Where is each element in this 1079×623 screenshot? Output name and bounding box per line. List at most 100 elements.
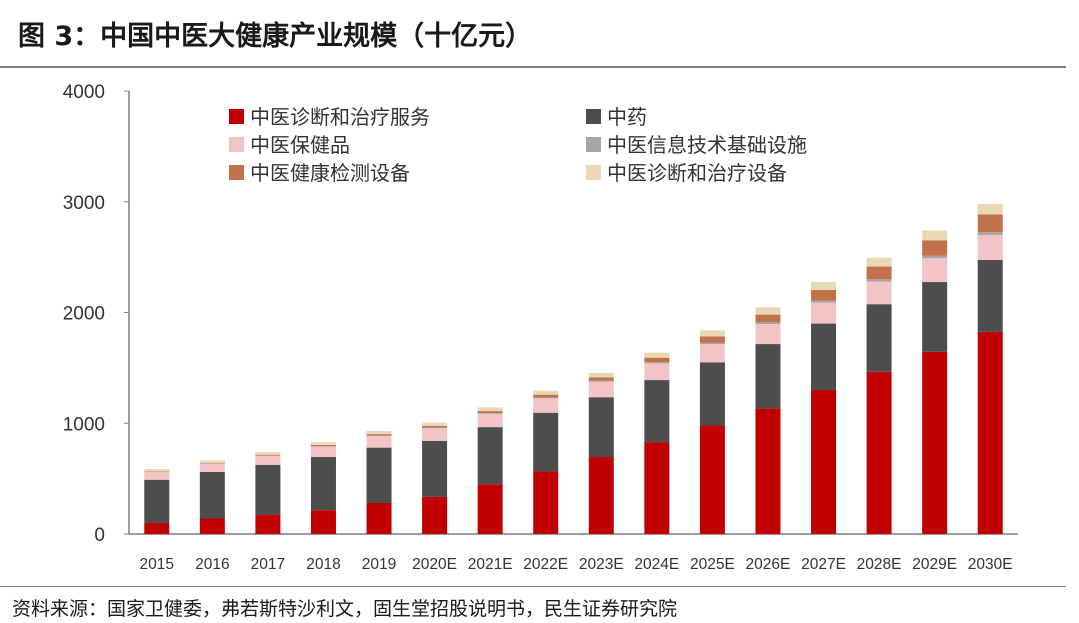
bar-segment-2015-s5 xyxy=(144,468,170,472)
bar-segment-2030E-s3 xyxy=(977,232,1003,235)
x-tick-label: 2017 xyxy=(251,556,285,573)
bar-segment-2019-s2 xyxy=(366,435,392,448)
x-tick-label: 2029E xyxy=(912,556,957,573)
bar-segment-2030E-s5 xyxy=(977,203,1003,215)
bar-segment-2025E-s3 xyxy=(699,342,725,345)
bar-segment-2015-s0 xyxy=(144,522,170,534)
x-tick-label: 2018 xyxy=(306,556,340,573)
bar-segment-2027E-s5 xyxy=(811,282,837,291)
chart-bars xyxy=(144,203,1003,534)
bar-segment-2025E-s1 xyxy=(699,362,725,426)
legend-swatch-1 xyxy=(586,109,601,124)
stacked-bar-chart: 0 1000 2000 3000 4000 2015 2016 2017 2018 2019 202… xyxy=(63,82,1018,573)
bar-segment-2022E-s3 xyxy=(533,397,559,399)
bar-segment-2016-s0 xyxy=(199,518,225,534)
bar-segment-2019-s4 xyxy=(366,434,392,436)
bar-segment-2022E-s5 xyxy=(533,390,559,395)
bar-segment-2021E-s1 xyxy=(477,427,503,485)
bar-segment-2028E-s4 xyxy=(866,266,892,280)
bar-segment-2029E-s4 xyxy=(922,240,948,256)
bar-segment-2027E-s4 xyxy=(811,290,837,301)
bar-segment-2028E-s2 xyxy=(866,281,892,305)
bar-segment-2026E-s1 xyxy=(755,344,781,409)
legend-label-3: 中医信息技术基础设施 xyxy=(607,133,807,157)
bar-segment-2015-s1 xyxy=(144,479,170,523)
bar-segment-2029E-s5 xyxy=(922,230,948,241)
bar-segment-2028E-s5 xyxy=(866,257,892,267)
bar-segment-2027E-s2 xyxy=(811,302,837,324)
bar-segment-2020E-s5 xyxy=(422,422,448,426)
bar-segment-2020E-s0 xyxy=(422,496,448,534)
bar-segment-2026E-s5 xyxy=(755,307,781,315)
legend-label-4: 中医健康检测设备 xyxy=(250,161,410,185)
bar-segment-2028E-s1 xyxy=(866,304,892,372)
bar-segment-2020E-s4 xyxy=(422,425,448,428)
bar-segment-2029E-s0 xyxy=(922,351,948,534)
bar-segment-2025E-s2 xyxy=(699,344,725,363)
bar-segment-2021E-s5 xyxy=(477,407,503,412)
bar-segment-2024E-s2 xyxy=(644,363,670,381)
bar-segment-2018-s1 xyxy=(310,457,336,511)
legend-swatch-3 xyxy=(586,137,601,152)
bar-segment-2016-s2 xyxy=(199,463,225,472)
x-tick-label: 2023E xyxy=(579,556,624,573)
bar-segment-2021E-s0 xyxy=(477,484,503,534)
bar-segment-2016-s5 xyxy=(199,460,225,463)
bar-segment-2027E-s1 xyxy=(811,323,837,391)
bar-segment-2026E-s0 xyxy=(755,408,781,534)
x-tick-label: 2021E xyxy=(468,556,513,573)
bar-segment-2018-s2 xyxy=(310,446,336,458)
bar-segment-2030E-s2 xyxy=(977,234,1003,260)
bar-segment-2021E-s3 xyxy=(477,413,503,414)
bar-segment-2015-s2 xyxy=(144,471,170,480)
legend-label-1: 中药 xyxy=(607,105,647,129)
bar-segment-2024E-s4 xyxy=(644,357,670,363)
x-tick-label: 2027E xyxy=(801,556,846,573)
x-tick-label: 2019 xyxy=(362,556,396,573)
bar-segment-2021E-s4 xyxy=(477,411,503,414)
bar-segment-2028E-s0 xyxy=(866,371,892,534)
bar-segment-2025E-s4 xyxy=(699,336,725,343)
bar-segment-2029E-s2 xyxy=(922,258,948,283)
x-tick-label: 2015 xyxy=(140,556,174,573)
bar-segment-2029E-s3 xyxy=(922,255,948,259)
bar-segment-2026E-s4 xyxy=(755,314,781,323)
bar-segment-2020E-s1 xyxy=(422,440,448,497)
bar-segment-2015-s4 xyxy=(144,471,170,472)
bar-segment-2030E-s1 xyxy=(977,259,1003,332)
x-tick-label: 2030E xyxy=(968,556,1013,573)
source-divider xyxy=(0,586,1066,587)
bar-segment-2019-s5 xyxy=(366,431,392,435)
bar-segment-2024E-s3 xyxy=(644,362,670,364)
bar-segment-2024E-s5 xyxy=(644,352,670,358)
legend-swatch-2 xyxy=(229,137,244,152)
bar-segment-2018-s4 xyxy=(310,444,336,447)
y-tick-label: 2000 xyxy=(63,304,105,325)
source-note: 资料来源：国家卫健委，弗若斯特沙利文，固生堂招股说明书，民生证券研究院 xyxy=(12,598,678,620)
bar-segment-2023E-s5 xyxy=(588,372,614,378)
y-tick-label: 1000 xyxy=(63,414,105,435)
bar-segment-2018-s5 xyxy=(310,442,336,445)
bar-segment-2019-s1 xyxy=(366,447,392,503)
legend-swatch-5 xyxy=(586,165,601,180)
bar-segment-2021E-s2 xyxy=(477,413,503,428)
bar-segment-2028E-s3 xyxy=(866,279,892,282)
bar-segment-2019-s3 xyxy=(366,435,392,436)
x-tick-label: 2022E xyxy=(523,556,568,573)
bar-segment-2024E-s0 xyxy=(644,442,670,534)
x-tick-label: 2024E xyxy=(634,556,679,573)
x-tick-label: 2016 xyxy=(195,556,229,573)
legend-label-2: 中医保健品 xyxy=(250,133,350,157)
bar-segment-2017-s0 xyxy=(255,514,281,534)
chart-axes: 0 1000 2000 3000 4000 2015 2016 2017 2018 2019 202… xyxy=(63,82,1018,573)
bar-segment-2023E-s0 xyxy=(588,457,614,534)
bar-segment-2018-s0 xyxy=(310,510,336,534)
bar-segment-2022E-s0 xyxy=(533,471,559,534)
bar-segment-2017-s4 xyxy=(255,454,281,456)
bar-segment-2026E-s3 xyxy=(755,322,781,325)
legend-swatch-4 xyxy=(229,165,244,180)
bar-segment-2027E-s3 xyxy=(811,300,837,303)
bar-segment-2029E-s1 xyxy=(922,282,948,352)
bar-segment-2023E-s2 xyxy=(588,381,614,398)
bar-segment-2030E-s0 xyxy=(977,331,1003,534)
